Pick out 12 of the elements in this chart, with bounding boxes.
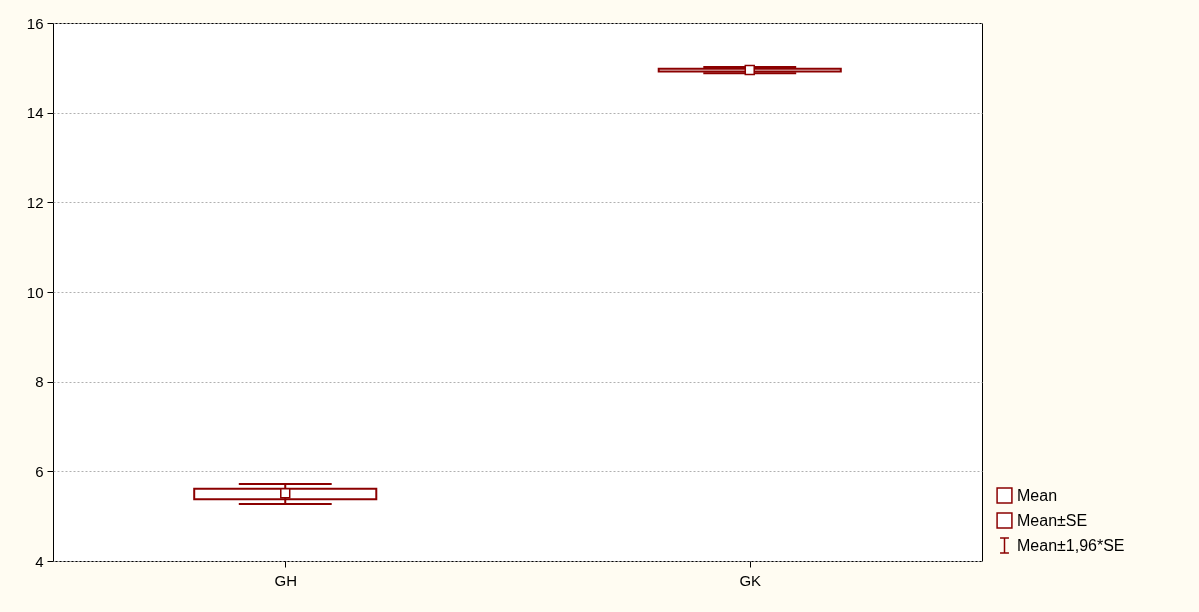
text: Mean±1,96*SE xyxy=(1017,536,1125,554)
y-tick-label: 4 xyxy=(35,552,44,570)
legend-label: Mean±SE xyxy=(1017,511,1088,529)
legend-label: Mean xyxy=(1017,486,1058,504)
y-tick-label: 16 xyxy=(26,14,44,32)
y-tick-label: 12 xyxy=(26,193,44,211)
x-tick-label: GK xyxy=(739,571,762,589)
y-tick-label: 8 xyxy=(35,373,44,391)
y-tick-label: 10 xyxy=(26,283,44,301)
y-tick-label: 14 xyxy=(26,104,44,122)
x-tick-label: GH xyxy=(274,571,297,589)
y-tick-label: 6 xyxy=(35,462,44,480)
